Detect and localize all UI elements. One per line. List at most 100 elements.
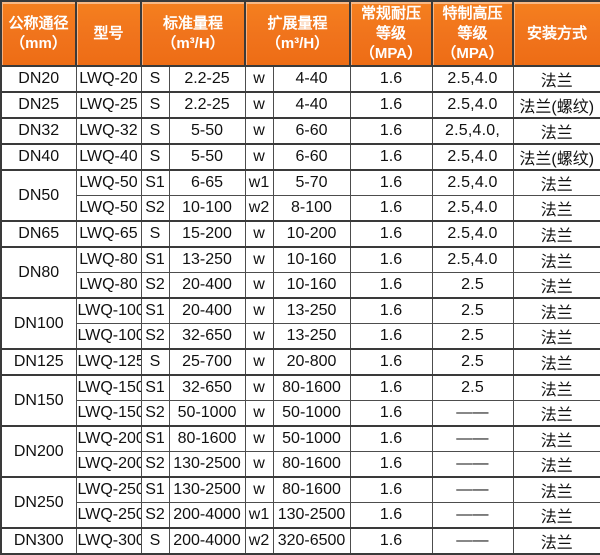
cell-install: 法兰 <box>512 527 600 555</box>
cell-dn: DN65 <box>0 220 77 248</box>
cell-w: w <box>244 348 274 376</box>
table-row: LWQ-80 S2 20-400 w 10-160 1.6 2.5 法兰 <box>1 272 600 299</box>
cell-w: w <box>244 374 274 402</box>
cell-p2: —— <box>431 425 514 453</box>
cell-p2: 2.5 <box>431 297 514 325</box>
cell-model: LWQ-125 <box>75 348 142 376</box>
cell-p2: 2.5,4.0 <box>431 246 514 274</box>
cell-std: 10-100 <box>168 195 246 222</box>
cell-p1: 1.6 <box>349 220 433 248</box>
cell-install: 法兰 <box>512 476 600 504</box>
cell-install: 法兰 <box>512 451 600 478</box>
cell-model: LWQ-200 <box>75 451 142 478</box>
cell-model: LWQ-150 <box>75 374 142 402</box>
cell-p1: 1.6 <box>349 195 433 222</box>
cell-dn: DN150 <box>0 374 77 427</box>
cell-ext: 10-200 <box>272 220 351 248</box>
cell-std: 6-65 <box>168 169 246 197</box>
cell-s: S1 <box>140 425 170 453</box>
cell-model: LWQ-32 <box>75 117 142 145</box>
cell-w: w <box>244 246 274 274</box>
cell-std: 13-250 <box>168 246 246 274</box>
cell-ext: 80-1600 <box>272 476 351 504</box>
table-row: DN200 LWQ-200 S1 80-1600 w 50-1000 1.6 —— 法兰 <box>0 425 600 478</box>
cell-p2: 2.5,4.0, <box>431 117 514 145</box>
cell-w: w <box>244 117 274 145</box>
cell-p2: 2.5 <box>431 374 514 402</box>
cell-std: 25-700 <box>168 348 246 376</box>
cell-install: 法兰 <box>512 400 600 427</box>
table-row: DN125 LWQ-125 S 25-700 w 20-800 1.6 2.5 法兰 <box>0 348 600 376</box>
cell-ext: 5-70 <box>272 169 351 197</box>
cell-p2: 2.5,4.0 <box>431 220 514 248</box>
cell-p1: 1.6 <box>349 400 433 427</box>
cell-s: S2 <box>140 451 170 478</box>
cell-s: S <box>140 143 170 171</box>
cell-ext: 80-1600 <box>272 374 351 402</box>
cell-dn: DN250 <box>0 476 77 529</box>
cell-p1: 1.6 <box>349 272 433 299</box>
cell-std: 5-50 <box>168 143 246 171</box>
cell-model: LWQ-100 <box>75 297 142 325</box>
cell-std: 50-1000 <box>168 400 246 427</box>
cell-model: LWQ-50 <box>75 195 142 222</box>
header-dn: 公称通径 （mm） <box>0 0 77 68</box>
cell-model: LWQ-150 <box>75 400 142 427</box>
cell-p2: —— <box>431 527 514 555</box>
cell-std: 200-4000 <box>168 502 246 529</box>
table-row: DN20 LWQ-20 S 2.2-25 w 4-40 1.6 2.5,4.0 法兰 <box>0 65 600 93</box>
cell-p1: 1.6 <box>349 451 433 478</box>
cell-std: 200-4000 <box>168 527 246 555</box>
cell-install: 法兰 <box>512 348 600 376</box>
table-row: LWQ-50 S2 10-100 w2 8-100 1.6 2.5,4.0 法兰 <box>1 195 600 222</box>
cell-dn: DN20 <box>0 65 77 93</box>
cell-p2: —— <box>431 502 514 529</box>
header-model: 型号 <box>75 0 142 68</box>
cell-s: S2 <box>140 502 170 529</box>
table-row: LWQ-250 S2 200-4000 w1 130-2500 1.6 —— 法兰 <box>1 502 600 529</box>
table-row: LWQ-200 S2 130-2500 w 80-1600 1.6 —— 法兰 <box>1 451 600 478</box>
table-row: DN65 LWQ-65 S 15-200 w 10-200 1.6 2.5,4.0 法兰 <box>0 220 600 248</box>
cell-w: w1 <box>244 169 274 197</box>
cell-install: 法兰 <box>512 297 600 325</box>
cell-p1: 1.6 <box>349 246 433 274</box>
cell-model: LWQ-25 <box>75 91 142 119</box>
cell-p1: 1.6 <box>349 91 433 119</box>
cell-ext: 80-1600 <box>272 451 351 478</box>
header-normal-pressure: 常规耐压 等级（MPA） <box>349 0 433 68</box>
cell-std: 80-1600 <box>168 425 246 453</box>
table-body: DN20 LWQ-20 S 2.2-25 w 4-40 1.6 2.5,4.0 法兰 DN25 LW… <box>0 65 600 555</box>
cell-dn: DN200 <box>0 425 77 478</box>
cell-s: S2 <box>140 400 170 427</box>
cell-s: S <box>140 220 170 248</box>
cell-s: S1 <box>140 246 170 274</box>
cell-dn: DN125 <box>0 348 77 376</box>
cell-p1: 1.6 <box>349 374 433 402</box>
cell-model: LWQ-250 <box>75 476 142 504</box>
table-row: DN150 LWQ-150 S1 32-650 w 80-1600 1.6 2.5 法兰 <box>0 374 600 427</box>
cell-model: LWQ-80 <box>75 272 142 299</box>
cell-ext: 13-250 <box>272 323 351 350</box>
cell-install: 法兰(螺纹) <box>512 143 600 171</box>
cell-w: w <box>244 323 274 350</box>
cell-w: w <box>244 425 274 453</box>
cell-std: 2.2-25 <box>168 91 246 119</box>
cell-install: 法兰 <box>512 425 600 453</box>
cell-install: 法兰 <box>512 272 600 299</box>
header-special-pressure: 特制高压 等级（MPA） <box>431 0 514 68</box>
cell-install: 法兰 <box>512 195 600 222</box>
table-row: DN300 LWQ-300 S 200-4000 w2 320-6500 1.6 —— 法兰 <box>0 527 600 555</box>
cell-model: LWQ-200 <box>75 425 142 453</box>
cell-s: S2 <box>140 323 170 350</box>
cell-s: S2 <box>140 195 170 222</box>
cell-ext: 6-60 <box>272 117 351 145</box>
cell-model: LWQ-80 <box>75 246 142 274</box>
cell-install: 法兰 <box>512 323 600 350</box>
cell-w: w <box>244 91 274 119</box>
cell-w: w <box>244 476 274 504</box>
cell-model: LWQ-100 <box>75 323 142 350</box>
header-row: 公称通径 （mm） 型号 标准量程 （m³/H） 扩展量程 （m³/H） 常规耐… <box>0 0 600 68</box>
cell-install: 法兰 <box>512 169 600 197</box>
cell-p2: 2.5 <box>431 272 514 299</box>
